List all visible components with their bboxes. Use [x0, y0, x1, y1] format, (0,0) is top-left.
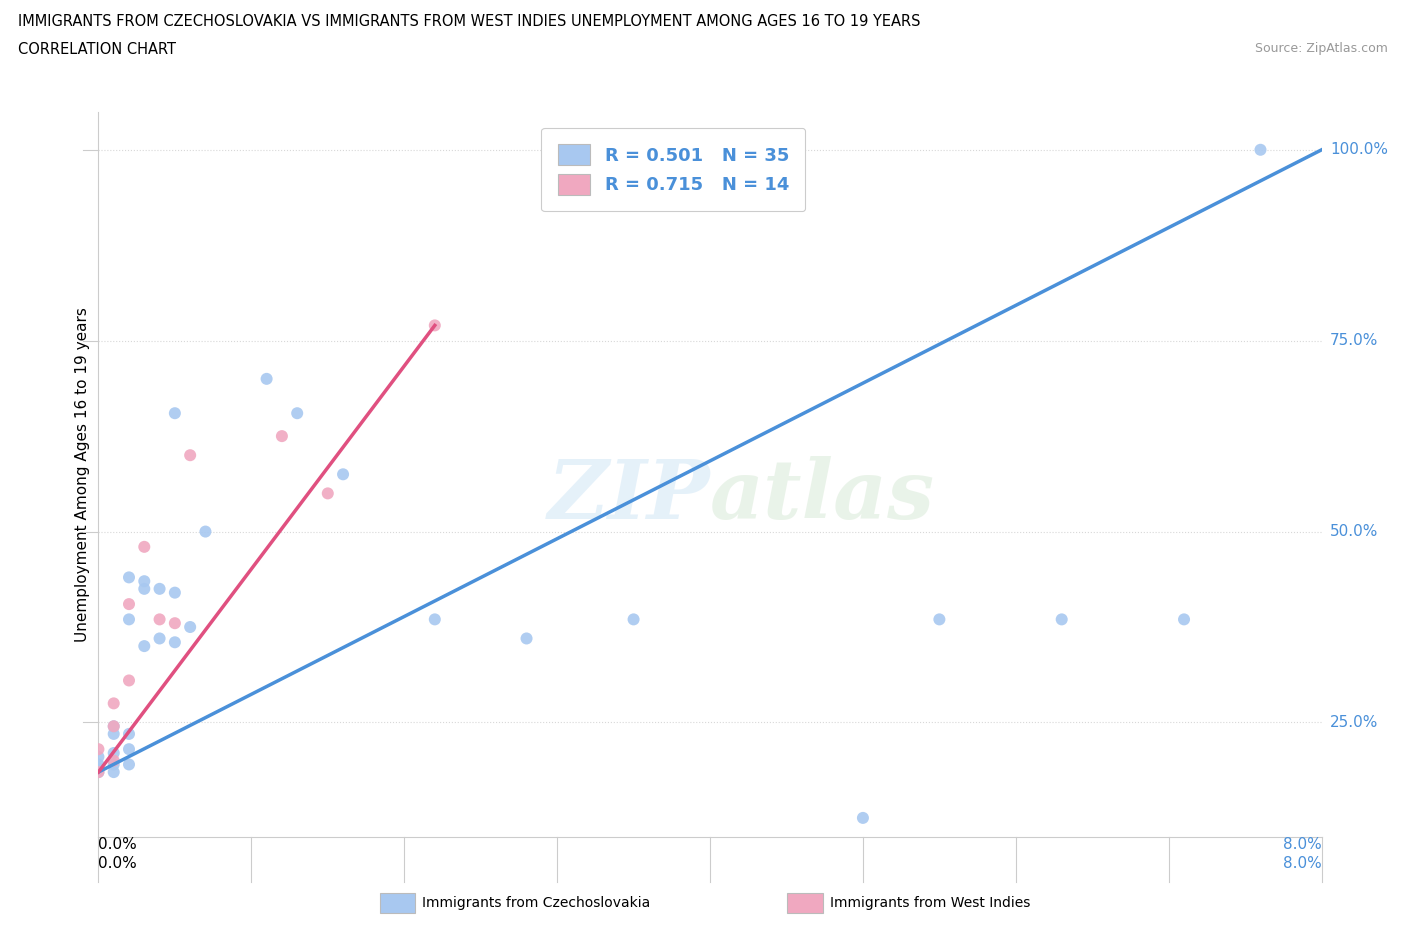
Point	[103, 719, 125, 734]
Point	[87, 757, 110, 772]
Point	[163, 616, 186, 631]
Point	[149, 631, 172, 646]
Y-axis label: Unemployment Among Ages 16 to 19 years: Unemployment Among Ages 16 to 19 years	[75, 307, 90, 642]
Point	[423, 612, 446, 627]
Point	[103, 757, 125, 772]
Point	[332, 467, 354, 482]
Point	[149, 612, 172, 627]
Point	[516, 631, 538, 646]
Point	[118, 673, 141, 688]
Text: 50.0%: 50.0%	[1330, 525, 1378, 539]
Text: 100.0%: 100.0%	[1330, 142, 1388, 157]
Point	[118, 612, 141, 627]
Point	[163, 405, 186, 420]
Point	[256, 371, 278, 386]
Point	[194, 525, 217, 539]
Text: 8.0%: 8.0%	[1282, 856, 1322, 870]
Point	[316, 486, 339, 501]
Text: atlas: atlas	[710, 456, 935, 536]
Point	[163, 635, 186, 650]
Point	[179, 447, 201, 462]
Point	[134, 539, 156, 554]
Text: IMMIGRANTS FROM CZECHOSLOVAKIA VS IMMIGRANTS FROM WEST INDIES UNEMPLOYMENT AMONG: IMMIGRANTS FROM CZECHOSLOVAKIA VS IMMIGR…	[18, 14, 921, 29]
Bar	[787, 893, 823, 913]
Text: Immigrants from Czechoslovakia: Immigrants from Czechoslovakia	[422, 896, 650, 910]
Point	[163, 585, 186, 600]
Point	[149, 581, 172, 596]
Point	[87, 742, 110, 757]
Point	[118, 726, 141, 741]
Point	[87, 764, 110, 779]
Legend: R = 0.501   N = 35, R = 0.715   N = 14: R = 0.501 N = 35, R = 0.715 N = 14	[541, 128, 806, 211]
Point	[852, 810, 875, 825]
Text: Immigrants from West Indies: Immigrants from West Indies	[830, 896, 1031, 910]
Point	[423, 318, 446, 333]
Point	[270, 429, 294, 444]
Point	[87, 761, 110, 776]
Text: CORRELATION CHART: CORRELATION CHART	[18, 42, 176, 57]
Point	[134, 574, 156, 589]
Point	[118, 742, 141, 757]
Point	[134, 581, 156, 596]
Text: 25.0%: 25.0%	[1330, 715, 1378, 730]
Point	[1173, 612, 1195, 627]
Text: Source: ZipAtlas.com: Source: ZipAtlas.com	[1254, 42, 1388, 55]
Point	[623, 612, 645, 627]
Point	[1050, 612, 1073, 627]
Point	[118, 757, 141, 772]
Point	[179, 619, 201, 634]
Point	[928, 612, 950, 627]
Text: ZIP: ZIP	[547, 456, 710, 536]
Point	[103, 764, 125, 779]
Point	[103, 696, 125, 711]
Point	[285, 405, 308, 420]
Point	[118, 570, 141, 585]
Text: 0.0%: 0.0%	[98, 837, 138, 852]
Point	[1249, 142, 1271, 157]
Point	[103, 719, 125, 734]
Bar	[380, 893, 415, 913]
Text: 75.0%: 75.0%	[1330, 333, 1378, 348]
Text: 0.0%: 0.0%	[98, 856, 138, 870]
Point	[103, 746, 125, 761]
Point	[103, 753, 125, 768]
Point	[134, 639, 156, 654]
Point	[87, 750, 110, 764]
Point	[87, 764, 110, 779]
Text: 8.0%: 8.0%	[1282, 837, 1322, 852]
Point	[118, 597, 141, 612]
Point	[103, 726, 125, 741]
